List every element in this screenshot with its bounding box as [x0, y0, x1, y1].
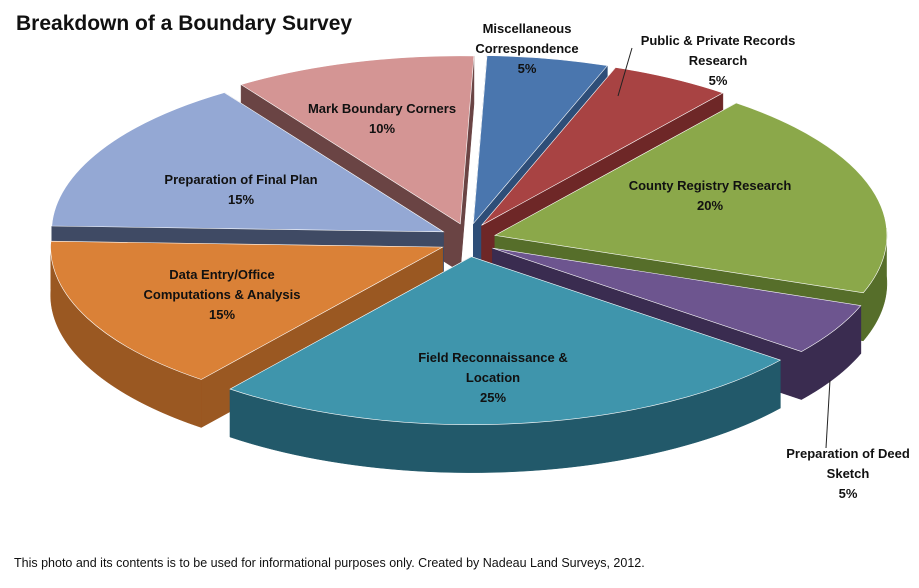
pie-slice-7 — [240, 55, 475, 225]
slice-value-label: 15% — [209, 307, 235, 322]
slice-label-6: Preparation of Final Plan 15% — [164, 172, 317, 207]
slice-name-label: Correspondence — [475, 41, 578, 56]
slice-name-label: Research — [689, 53, 748, 68]
pie-slice-2 — [493, 102, 888, 294]
pie-slice-1 — [481, 67, 724, 226]
slice-label-4: Field Reconnaissance & Location 25% — [418, 350, 568, 405]
pie-slice-3 — [492, 247, 862, 352]
slice-label-1: Public & Private Records Research 5% — [641, 33, 796, 88]
slice-value-label: 5% — [709, 73, 728, 88]
slice-value-label: 25% — [480, 390, 506, 405]
slice-label-7: Mark Boundary Corners 10% — [308, 101, 456, 136]
pie-tops — [50, 55, 888, 425]
pie-slice-5 — [50, 240, 444, 380]
slice-value-label: 10% — [369, 121, 395, 136]
slice-label-2: County Registry Research 20% — [629, 178, 792, 213]
slice-name-label: Public & Private Records — [641, 33, 796, 48]
pie-slice-0 — [472, 55, 608, 225]
slice-name-label: Sketch — [827, 466, 870, 481]
slice-name-label: Location — [466, 370, 520, 385]
slice-name-label: Preparation of Final Plan — [164, 172, 317, 187]
slice-label-0: Miscellaneous Correspondence 5% — [475, 21, 578, 76]
chart-title: Breakdown of a Boundary Survey — [16, 12, 353, 35]
slice-value-label: 20% — [697, 198, 723, 213]
slice-name-label: County Registry Research — [629, 178, 792, 193]
slice-name-label: Miscellaneous — [483, 21, 572, 36]
pie-slice-4 — [229, 256, 782, 425]
slice-value-label: 5% — [839, 486, 858, 501]
leader-line — [617, 47, 633, 97]
leader-line — [825, 379, 831, 449]
slice-name-label: Data Entry/Office — [169, 267, 274, 282]
slice-label-5: Data Entry/Office Computations & Analysis… — [144, 267, 301, 322]
slice-label-3: Preparation of Deed Sketch 5% — [786, 446, 910, 501]
pie-slice-6 — [51, 92, 445, 233]
slice-name-label: Mark Boundary Corners — [308, 101, 456, 116]
slice-name-label: Computations & Analysis — [144, 287, 301, 302]
slice-value-label: 5% — [518, 61, 537, 76]
slice-value-label: 15% — [228, 192, 254, 207]
slice-name-label: Preparation of Deed — [786, 446, 910, 461]
pie-labels: Miscellaneous Correspondence 5%Public & Pr… — [144, 21, 910, 501]
slice-name-label: Field Reconnaissance & — [418, 350, 568, 365]
footer-note: This photo and its contents is to be use… — [14, 556, 645, 570]
